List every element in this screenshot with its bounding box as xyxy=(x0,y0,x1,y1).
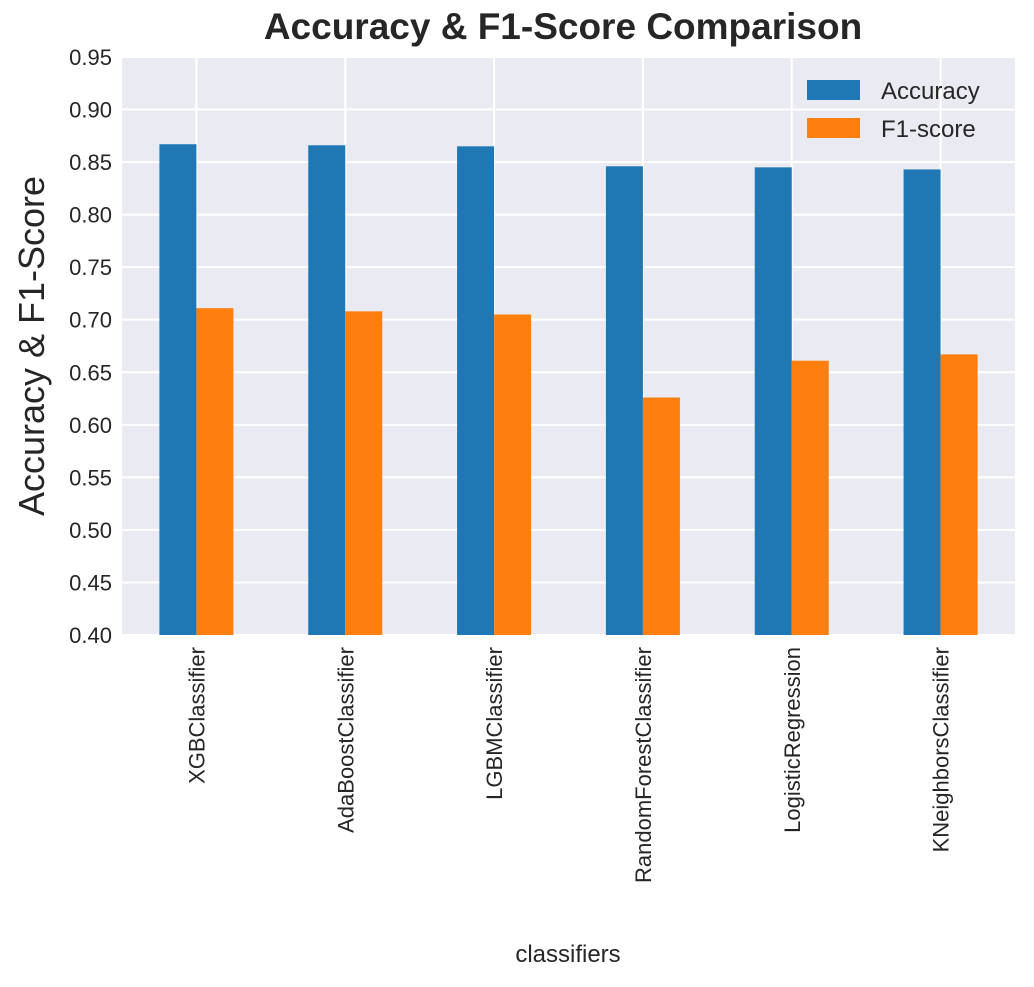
y-tick-label: 0.50 xyxy=(69,518,112,543)
x-axis-label: classifiers xyxy=(515,941,620,968)
y-tick-label: 0.95 xyxy=(69,45,112,70)
legend-swatch-f1-score xyxy=(807,118,860,138)
x-tick-label: LogisticRegression xyxy=(780,647,805,833)
plot-background xyxy=(122,57,1015,635)
y-tick-label: 0.85 xyxy=(69,150,112,175)
x-tick-label: RandomForestClassifier xyxy=(631,647,656,883)
bar-f1-score-4 xyxy=(791,360,829,635)
legend-swatch-accuracy xyxy=(807,80,860,100)
x-axis-ticks: XGBClassifier AdaBoostClassifier LGBMClass… xyxy=(184,647,953,883)
y-axis-ticks: 0.40 0.45 0.50 0.55 0.60 0.65 0.70 0.75 0.80 0.85… xyxy=(69,45,112,648)
bar-accuracy-1 xyxy=(308,145,346,635)
y-tick-label: 0.40 xyxy=(69,623,112,648)
y-tick-label: 0.70 xyxy=(69,308,112,333)
x-tick-label: AdaBoostClassifier xyxy=(333,647,358,833)
y-tick-label: 0.80 xyxy=(69,203,112,228)
y-tick-label: 0.90 xyxy=(69,98,112,123)
legend: Accuracy F1-score xyxy=(807,78,980,143)
chart-title: Accuracy & F1-Score Comparison xyxy=(264,6,862,47)
y-tick-label: 0.55 xyxy=(69,465,112,490)
bar-accuracy-4 xyxy=(754,167,792,635)
x-tick-label: XGBClassifier xyxy=(184,647,209,784)
bar-f1-score-0 xyxy=(196,308,234,635)
x-tick-label: LGBMClassifier xyxy=(482,647,507,800)
bar-accuracy-5 xyxy=(903,169,941,635)
y-axis-label: Accuracy & F1-Score xyxy=(11,176,52,516)
bar-f1-score-3 xyxy=(642,397,680,635)
legend-label-f1-score: F1-score xyxy=(881,116,976,143)
bars xyxy=(159,144,978,635)
bar-accuracy-3 xyxy=(605,166,643,635)
bar-accuracy-2 xyxy=(457,146,495,635)
y-tick-label: 0.45 xyxy=(69,570,112,595)
y-tick-label: 0.75 xyxy=(69,255,112,280)
bar-f1-score-5 xyxy=(940,354,978,635)
y-tick-label: 0.65 xyxy=(69,360,112,385)
bar-f1-score-1 xyxy=(345,311,383,635)
legend-label-accuracy: Accuracy xyxy=(881,78,980,105)
bar-accuracy-0 xyxy=(159,144,197,635)
x-tick-label: KNeighborsClassifier xyxy=(929,647,954,852)
bar-f1-score-2 xyxy=(494,314,532,635)
y-tick-label: 0.60 xyxy=(69,413,112,438)
